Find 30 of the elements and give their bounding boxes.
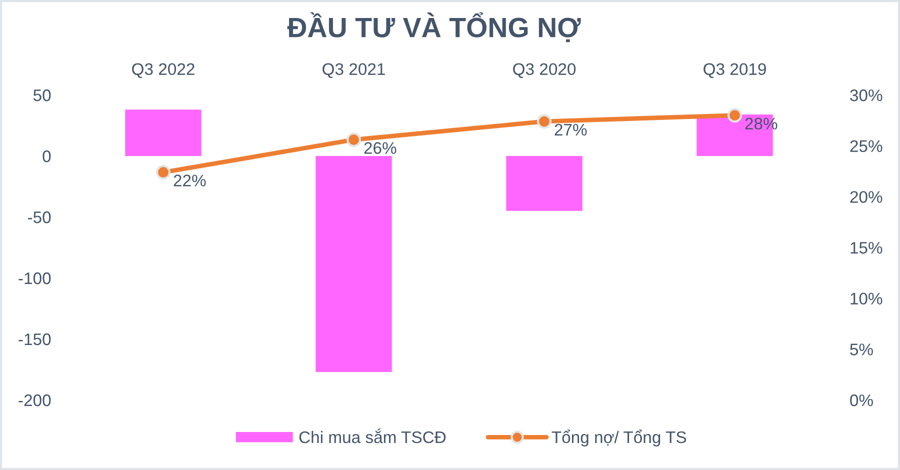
point [727, 108, 742, 123]
x-tick-label: Q3 2022 [132, 63, 194, 78]
y2-tick-label: 20% [850, 191, 882, 203]
y2-tick-label: 25% [850, 140, 882, 152]
data-label: 22% [174, 174, 206, 186]
x-tick-label: Q3 2020 [513, 63, 576, 78]
y-tick-label: 0 [42, 150, 51, 162]
x-tick-label: Q3 2021 [322, 63, 385, 78]
y-tick-label: -200 [18, 394, 51, 406]
point [536, 114, 552, 129]
y-tick-label: 50 [33, 89, 51, 102]
legend-label: Chi mua sắm TSCĐ [299, 428, 446, 444]
y2-tick-label: 15% [850, 242, 882, 254]
y2-tick-label: 10% [850, 292, 882, 305]
y-tick-label: -50 [28, 211, 51, 224]
bar [125, 110, 202, 156]
x-tick-label: Q3 2019 [704, 63, 766, 78]
y-tick-label: -100 [18, 272, 51, 284]
y2-tick-label: 0% [850, 394, 873, 406]
point [156, 164, 171, 180]
y-tick-label: -150 [18, 333, 51, 346]
bar [506, 156, 582, 211]
bar [316, 156, 392, 372]
data-label: 26% [364, 142, 396, 154]
data-label: 27% [554, 124, 587, 136]
y2-tick-label: 5% [850, 344, 873, 356]
y2-tick-label: 30% [850, 89, 882, 102]
chart-title: ĐẦU TƯ VÀ TỔNG NỢ [287, 12, 581, 42]
legend-label: Tổng nợ/ Tổng TS [552, 430, 686, 446]
point [346, 132, 362, 148]
